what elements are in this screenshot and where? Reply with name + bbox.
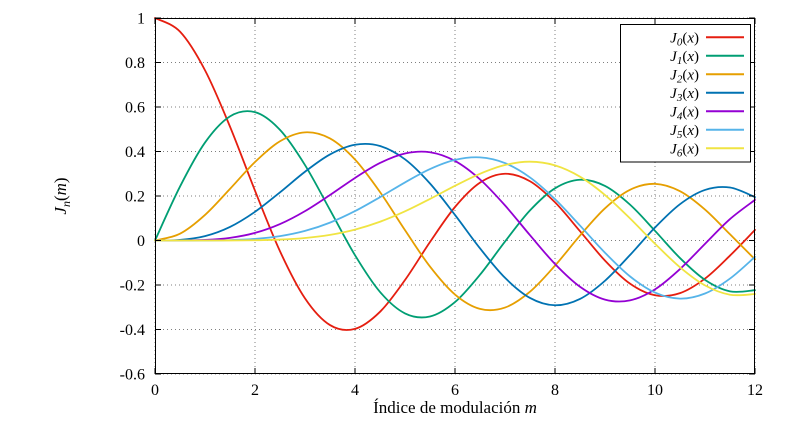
- legend-entry-J4: J4(x): [670, 104, 744, 122]
- label-fragment: x: [686, 86, 694, 102]
- label-fragment: m: [525, 398, 537, 417]
- y-tick-label: 0.2: [125, 189, 145, 206]
- label-fragment: J: [670, 104, 678, 120]
- y-tick-label: -0.4: [120, 322, 145, 339]
- y-tick-label: 0: [137, 233, 145, 250]
- legend-entry-J5: J5(x): [670, 123, 744, 141]
- curve-J4: [154, 150, 756, 303]
- x-tick-label: 12: [747, 382, 763, 399]
- label-fragment: J: [670, 123, 678, 139]
- legend-entry-J3: J3(x): [670, 86, 744, 104]
- label-fragment: (: [682, 86, 687, 102]
- label-fragment: x: [686, 141, 694, 157]
- legend: J0(x)J1(x)J2(x)J3(x)J4(x)J5(x)J6(x): [620, 24, 751, 163]
- legend-label-J3: J3(x): [670, 86, 699, 104]
- x-tick-label: 10: [647, 382, 663, 399]
- label-fragment: ): [694, 30, 699, 46]
- label-fragment: ): [694, 104, 699, 120]
- label-fragment: n: [59, 201, 73, 207]
- label-fragment: x: [686, 104, 694, 120]
- legend-entry-J2: J2(x): [670, 67, 744, 85]
- curve-J3: [154, 143, 756, 307]
- label-fragment: ): [694, 141, 699, 157]
- x-tick-label: 4: [351, 382, 359, 399]
- label-fragment: 2: [677, 73, 683, 85]
- label-fragment: J: [670, 30, 678, 46]
- label-fragment: x: [686, 49, 694, 65]
- label-fragment: ): [694, 49, 699, 65]
- label-fragment: ): [694, 86, 699, 102]
- label-fragment: J: [670, 141, 678, 157]
- legend-label-J4: J4(x): [670, 104, 699, 122]
- label-fragment: m: [51, 183, 70, 195]
- legend-label-J6: J6(x): [670, 141, 699, 159]
- curve-J5: [154, 156, 756, 300]
- label-fragment: J: [670, 67, 678, 83]
- curve-J0: [154, 17, 756, 331]
- label-fragment: 3: [676, 92, 683, 104]
- label-fragment: x: [686, 123, 694, 139]
- x-axis-label: Índice de modulación m: [373, 398, 537, 417]
- label-fragment: ): [694, 67, 699, 83]
- label-fragment: J: [670, 49, 678, 65]
- y-tick-label: 0.4: [125, 144, 145, 161]
- label-fragment: x: [686, 30, 694, 46]
- curve-J6: [154, 160, 756, 297]
- x-tick-label: 8: [551, 382, 559, 399]
- legend-label-J2: J2(x): [670, 67, 699, 85]
- label-fragment: 6: [677, 147, 683, 159]
- legend-label-J0: J0(x): [670, 30, 699, 48]
- y-tick-label: -0.2: [120, 278, 145, 295]
- legend-entry-J6: J6(x): [670, 141, 744, 159]
- y-axis-label: Jn(m): [51, 177, 73, 214]
- x-tick-label: 6: [451, 382, 459, 399]
- y-tick-label: 1: [137, 11, 145, 28]
- label-fragment: (: [682, 30, 687, 46]
- x-tick-label: 0: [151, 382, 159, 399]
- label-fragment: (: [682, 104, 687, 120]
- label-fragment: (: [682, 141, 687, 157]
- label-fragment: (: [51, 195, 70, 201]
- legend-label-J5: J5(x): [670, 123, 699, 141]
- label-fragment: (: [682, 67, 687, 83]
- label-fragment: (: [682, 123, 687, 139]
- legend-label-J1: J1(x): [670, 49, 699, 67]
- label-fragment: ): [694, 123, 699, 139]
- label-fragment: ): [51, 177, 70, 183]
- label-fragment: 0: [677, 36, 683, 48]
- label-fragment: (: [682, 49, 687, 65]
- y-tick-label: 0.6: [125, 100, 145, 117]
- label-fragment: 4: [677, 110, 683, 122]
- legend-entry-J1: J1(x): [670, 49, 744, 67]
- label-fragment: 1: [677, 55, 683, 67]
- label-fragment: J: [670, 86, 678, 102]
- label-fragment: J: [51, 206, 70, 215]
- series-curves: [154, 17, 756, 331]
- y-tick-label: -0.6: [120, 367, 145, 384]
- y-tick-label: 0.8: [125, 55, 145, 72]
- curve-J1: [154, 110, 756, 319]
- label-fragment: Índice de modulación: [373, 398, 525, 417]
- x-tick-label: 2: [251, 382, 259, 399]
- label-fragment: x: [686, 67, 694, 83]
- label-fragment: 5: [677, 129, 683, 141]
- curve-J2: [154, 131, 756, 312]
- legend-entry-J0: J0(x): [670, 30, 744, 48]
